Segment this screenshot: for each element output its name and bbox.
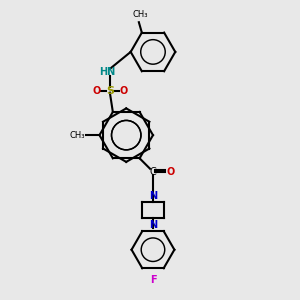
Text: CH₃: CH₃ (69, 130, 85, 140)
Text: O: O (167, 167, 175, 177)
Text: C: C (150, 167, 156, 177)
Text: O: O (119, 86, 128, 96)
Text: F: F (150, 275, 156, 285)
Text: S: S (106, 86, 114, 96)
Text: HN: HN (99, 67, 116, 77)
Text: N: N (149, 191, 157, 201)
Text: CH₃: CH₃ (133, 10, 148, 19)
Text: O: O (92, 86, 100, 96)
Text: N: N (149, 220, 157, 230)
